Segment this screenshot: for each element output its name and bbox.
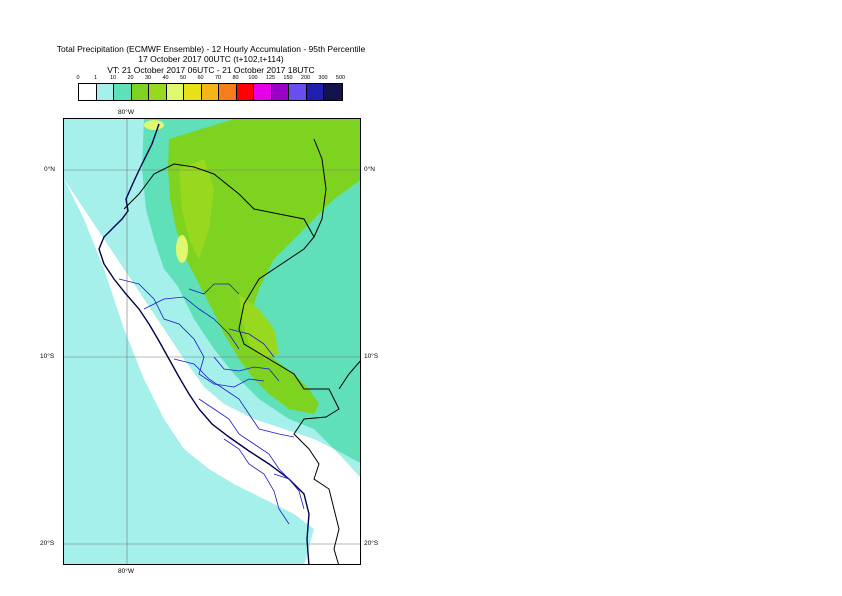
dry-zone — [204, 404, 360, 564]
legend-tick-label: 80 — [232, 75, 239, 81]
legend-swatch — [96, 84, 114, 100]
legend-swatch — [236, 84, 254, 100]
coastline — [98, 123, 310, 564]
precip-band-30-40mm — [179, 159, 214, 259]
region-borders — [118, 278, 305, 525]
legend-swatch — [166, 84, 184, 100]
legend-tick-label: 40 — [162, 75, 169, 81]
map-canvas — [64, 119, 360, 564]
legend-tick-label: 70 — [214, 75, 222, 81]
color-legend — [78, 83, 343, 101]
country-borders — [123, 138, 360, 564]
lat-10-left: 10°S — [40, 353, 55, 360]
lat-20-left: 20°S — [40, 540, 55, 547]
legend-tick-label: 150 — [283, 75, 293, 81]
legend-tick-label: 10 — [109, 75, 117, 81]
legend-tick-label: 200 — [300, 75, 311, 81]
legend-swatch — [324, 84, 342, 100]
legend-swatch — [131, 84, 149, 100]
precip-band-1-10mm-south — [64, 179, 314, 564]
lat-20-right: 20°S — [364, 540, 379, 547]
legend-swatch — [306, 84, 324, 100]
base-time: 17 October 2017 00UTC (t+102,t+114) — [138, 54, 284, 64]
legend-tick-label: 500 — [335, 75, 346, 81]
legend-tick-label: 50 — [179, 75, 187, 81]
precip-band-30-40mm-b — [239, 294, 279, 359]
graticule — [64, 119, 360, 564]
legend-swatch — [219, 84, 237, 100]
legend-swatch — [79, 84, 97, 100]
legend-swatch — [254, 84, 272, 100]
legend-swatch — [114, 84, 132, 100]
lat-0-right: 0°N — [364, 166, 375, 173]
valid-time: VT: 21 October 2017 06UTC - 21 October 2… — [107, 65, 315, 75]
legend-swatch — [201, 84, 219, 100]
lon-label-bottom: 80°W — [118, 568, 134, 575]
legend-tick-label: 125 — [265, 75, 276, 81]
legend-tick-label: 0 — [76, 75, 80, 81]
precipitation-map — [63, 118, 361, 565]
map-title: Total Precipitation (ECMWF Ensemble) - 1… — [56, 44, 366, 54]
legend-swatch — [271, 84, 289, 100]
precip-band-20-30mm — [168, 119, 360, 414]
lat-10-right: 10°S — [364, 353, 379, 360]
legend-tick-label: 300 — [318, 75, 328, 81]
legend-tick-label: 20 — [127, 75, 134, 81]
legend-tick-label: 60 — [197, 75, 204, 81]
precip-core-40-50mm-north — [144, 120, 164, 130]
legend-swatch — [184, 84, 202, 100]
lat-0-left: 0°N — [44, 166, 55, 173]
precip-core-40-50mm — [176, 235, 188, 263]
legend-tick-label: 100 — [248, 75, 258, 81]
legend-tick-label: 1 — [93, 75, 98, 81]
legend-tick-labels: 0 1 10 20 30 40 50 60 70 80 100 125 150 200 300 500 — [0, 0, 842, 90]
legend-swatch — [289, 84, 307, 100]
legend-tick-label: 30 — [144, 75, 152, 81]
lon-label-top: 80°W — [118, 109, 134, 116]
legend-swatch — [149, 84, 167, 100]
